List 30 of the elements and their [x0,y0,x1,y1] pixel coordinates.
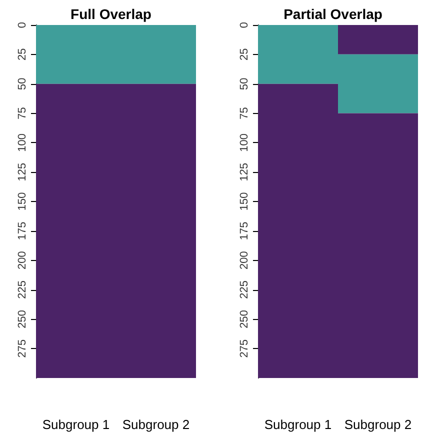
y-tick-label: 175 [238,222,250,240]
y-tick-label: 50 [16,78,28,90]
chart-title: Full Overlap [70,6,152,22]
y-tick-label: 200 [16,251,28,270]
y-tick-label: 150 [238,192,250,211]
x-tick-label: Subgroup 2 [122,417,190,432]
y-tick-label: 275 [238,339,250,358]
y-tick-label: 50 [238,78,250,90]
y-tick-label: 125 [238,162,250,182]
y-tick-label: 225 [238,280,250,299]
y-tick-label: 0 [16,22,28,28]
y-tick-label: 100 [16,133,28,152]
y-tick-label: 25 [238,48,250,61]
chart-title: Partial Overlap [284,6,382,22]
y-tick-label: 250 [16,310,28,328]
x-tick-label: Subgroup 2 [344,417,412,432]
y-tick-label: 75 [16,107,28,120]
y-tick-label: 275 [16,339,28,358]
y-tick-label: 0 [238,22,250,28]
y-tick-label: 200 [238,251,250,270]
x-tick-label: Subgroup 1 [42,417,110,432]
y-tick-label: 125 [16,162,28,182]
y-tick-label: 250 [238,310,250,328]
x-tick-label: Subgroup 1 [264,417,332,432]
y-tick-label: 225 [16,280,28,299]
y-tick-label: 150 [16,192,28,211]
y-tick-label: 75 [238,107,250,120]
y-tick-label: 175 [16,222,28,240]
y-tick-label: 25 [16,48,28,61]
y-tick-label: 100 [238,133,250,152]
